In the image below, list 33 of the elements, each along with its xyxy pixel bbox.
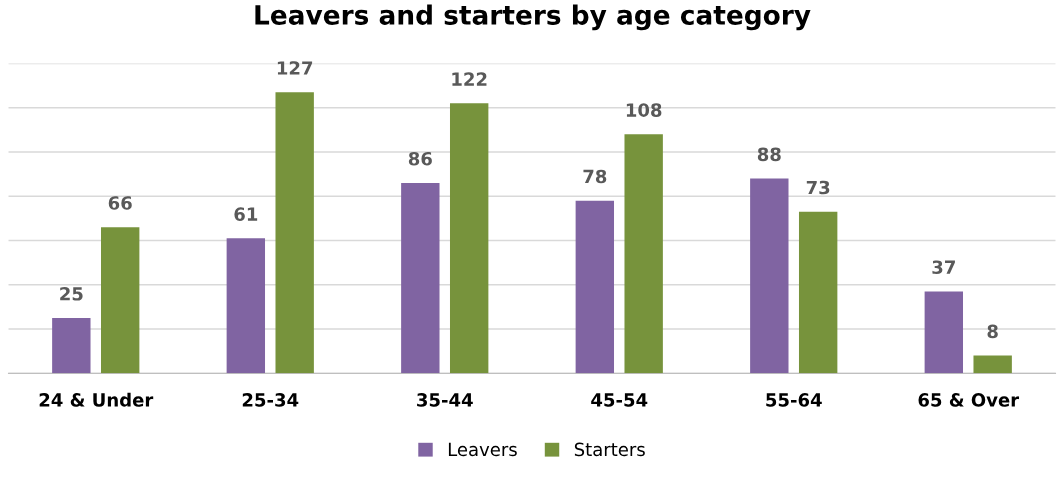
- bar: [798, 211, 838, 374]
- data-label: 66: [108, 196, 132, 210]
- data-label: 73: [806, 180, 830, 195]
- data-label: 108: [626, 103, 662, 117]
- bar: [624, 134, 663, 374]
- chart-title: Leavers and starters by age category: [255, 4, 811, 31]
- data-label: 88: [757, 147, 781, 162]
- bar: [973, 355, 1012, 374]
- data-label: 37: [932, 260, 955, 275]
- x-tick-label: 24 & Under: [39, 392, 154, 407]
- data-label: 127: [277, 61, 313, 75]
- data-label: 86: [408, 151, 432, 166]
- x-tick-label: 35-44: [417, 393, 473, 407]
- legend-label: Leavers: [448, 442, 517, 457]
- x-tick-label: 65 & Over: [918, 393, 1020, 407]
- bar: [226, 238, 266, 374]
- data-label: 61: [234, 207, 258, 221]
- bar: [449, 103, 489, 374]
- bar: [924, 291, 964, 374]
- bar: [750, 178, 789, 374]
- x-tick-label: 45-54: [591, 393, 648, 407]
- bar: [575, 200, 615, 374]
- bar: [52, 317, 91, 374]
- bar: [275, 92, 314, 374]
- x-tick-label: 25-34: [242, 393, 299, 407]
- x-tick-label: 55-64: [766, 393, 822, 407]
- data-label: 78: [583, 169, 607, 184]
- data-label: 8: [987, 324, 998, 339]
- bar: [401, 182, 440, 374]
- data-label: 25: [60, 286, 83, 301]
- data-label: 122: [452, 72, 487, 86]
- bar: [100, 227, 140, 374]
- legend-label: Starters: [574, 442, 645, 457]
